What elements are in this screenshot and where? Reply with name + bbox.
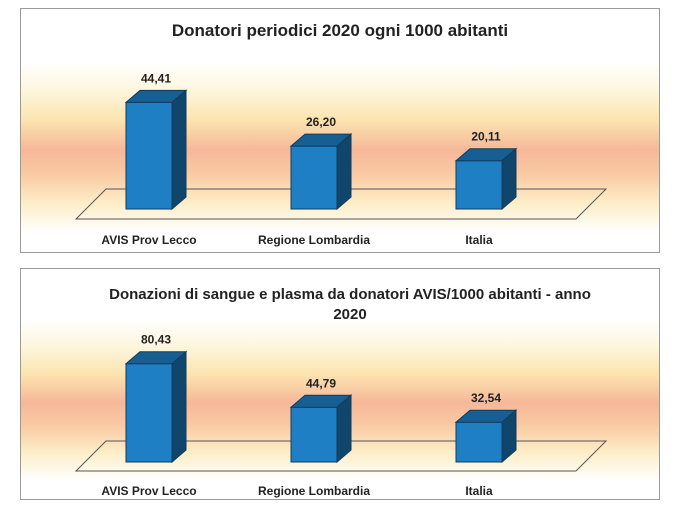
category-label: AVIS Prov Lecco [101,484,196,498]
data-label: 32,54 [471,391,501,405]
chart-panel-donatori: Donatori periodici 2020 ogni 1000 abitan… [20,8,660,253]
bar-side [171,350,187,464]
bar-chart-donatori: 44,41 AVIS Prov Lecco 26,20 Regione Lombard… [74,71,608,247]
bar-side [501,147,517,211]
bar [454,147,518,211]
bar-front [290,406,338,463]
chart-floor [74,440,608,472]
data-label: 44,79 [306,376,336,390]
chart-panel-donazioni: Donazioni di sangue e plasma da donatori… [20,268,660,500]
bar-side [501,409,517,464]
data-label: 80,43 [141,333,171,347]
data-label: 44,41 [141,71,171,85]
category-label: Italia [465,233,493,247]
chart-floor [74,188,608,220]
bar-side [336,394,352,464]
bar-front [125,363,173,463]
data-label: 20,11 [471,130,501,144]
category-label: AVIS Prov Lecco [101,233,196,247]
chart-title: Donatori periodici 2020 ogni 1000 abitan… [171,21,509,40]
category-label: Regione Lombardia [258,233,370,247]
bar-side [171,89,187,211]
bar-side [336,133,352,211]
bar [289,133,353,211]
category-label: Italia [465,484,493,498]
bar-front [290,145,338,210]
bar [124,89,188,211]
chart-title: Donazioni di sangue e plasma da donatori… [109,286,591,323]
category-label: Regione Lombardia [258,484,370,498]
data-label: 26,20 [306,115,336,129]
bar [124,350,188,464]
bar-front [455,421,503,463]
bar [289,394,353,464]
bar-front [125,101,173,210]
bar-chart-donazioni: 80,43 AVIS Prov Lecco 44,79 Regione Lombard… [74,333,608,498]
bar [454,409,518,464]
bar-front [455,160,503,210]
